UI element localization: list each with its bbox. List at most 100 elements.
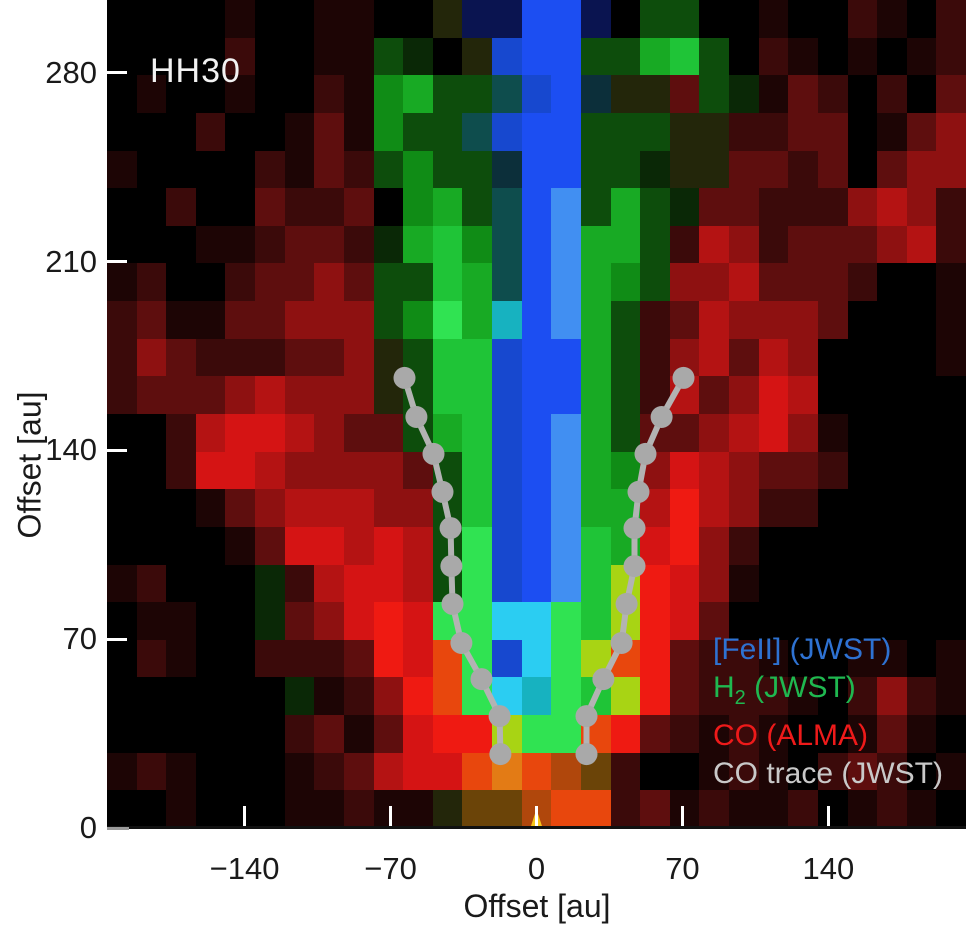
heatmap-cell [788, 790, 818, 828]
heatmap-cell [788, 263, 818, 302]
co-trace-point [470, 668, 493, 691]
heatmap-cell [492, 37, 522, 76]
heatmap-cell [669, 150, 700, 189]
heatmap-cell [136, 0, 167, 38]
heatmap-cell [640, 225, 670, 264]
heatmap-cell [314, 301, 344, 339]
heatmap-cell [255, 150, 285, 189]
y-tick-label: 0 [79, 810, 97, 845]
heatmap-cell [373, 37, 404, 76]
heatmap-cell [373, 639, 404, 678]
heatmap-cell [551, 752, 581, 791]
heatmap-cell [195, 188, 226, 226]
heatmap-cell [373, 564, 404, 603]
heatmap-cell [610, 263, 641, 302]
heatmap-cell [729, 225, 759, 264]
heatmap-cell [343, 526, 374, 565]
heatmap-cell [640, 112, 670, 151]
heatmap-cell [432, 263, 463, 302]
heatmap-cell [817, 0, 848, 38]
heatmap-cell [936, 225, 966, 264]
heatmap-cell [462, 338, 493, 377]
heatmap-cell [403, 677, 433, 716]
heatmap-cell [847, 338, 878, 377]
heatmap-cell [284, 0, 315, 38]
heatmap-cell [284, 37, 315, 76]
heatmap-cell [343, 564, 374, 603]
heatmap-cell [432, 225, 463, 264]
heatmap-cell [847, 225, 878, 264]
heatmap-cell [551, 150, 581, 189]
heatmap-cell [788, 451, 818, 490]
heatmap-cell [492, 451, 522, 490]
heatmap-cell [195, 75, 226, 113]
heatmap-cell [699, 338, 730, 377]
heatmap-cell [343, 37, 374, 76]
heatmap-cell [166, 677, 196, 716]
heatmap-cell [847, 414, 878, 452]
heatmap-cell [166, 150, 196, 189]
heatmap-cell [669, 602, 700, 640]
heatmap-cell [373, 414, 404, 452]
heatmap-cell [729, 451, 759, 490]
heatmap-cell [906, 301, 937, 339]
heatmap-cell [817, 376, 848, 414]
heatmap-cell [580, 0, 611, 38]
heatmap-cell [817, 75, 848, 113]
heatmap-cell [136, 301, 167, 339]
co-trace-point [650, 406, 673, 428]
co-trace-point [575, 743, 598, 766]
heatmap-cell [225, 150, 256, 189]
heatmap-cell [699, 602, 730, 640]
heatmap-cell [758, 37, 789, 76]
heatmap-cell [906, 150, 937, 189]
legend-entry: CO (ALMA) [713, 719, 869, 752]
co-trace-point [615, 592, 638, 615]
y-axis-label: Offset [au] [11, 391, 48, 539]
heatmap-cell [877, 0, 907, 38]
heatmap-cell [758, 564, 789, 603]
heatmap-cell [521, 338, 552, 377]
heatmap-cell [580, 451, 611, 490]
heatmap-cell [492, 188, 522, 226]
heatmap-cell [255, 75, 285, 113]
heatmap-cell [906, 715, 937, 753]
heatmap-cell [906, 263, 937, 302]
heatmap-cell [314, 526, 344, 565]
heatmap-cell [255, 489, 285, 527]
heatmap-cell [640, 564, 670, 603]
heatmap-cell [373, 790, 404, 828]
heatmap-cell [580, 188, 611, 226]
heatmap-cell [551, 677, 581, 716]
heatmap-cell [699, 112, 730, 151]
heatmap-cell [551, 639, 581, 678]
heatmap-cell [403, 489, 433, 527]
heatmap-cell [669, 225, 700, 264]
heatmap-cell [521, 526, 552, 565]
heatmap-cell [136, 376, 167, 414]
heatmap-cell [758, 376, 789, 414]
heatmap-cell [343, 602, 374, 640]
heatmap-cell [640, 75, 670, 113]
heatmap-cell [492, 602, 522, 640]
co-trace-point [488, 705, 511, 728]
heatmap-cell [699, 526, 730, 565]
heatmap-cell [521, 188, 552, 226]
heatmap-cell [373, 188, 404, 226]
heatmap-cell [373, 526, 404, 565]
heatmap-cell [640, 677, 670, 716]
heatmap-cell [699, 0, 730, 38]
heatmap-cell [788, 677, 818, 716]
heatmap-cell [551, 451, 581, 490]
co-trace-point [440, 555, 463, 578]
heatmap-cell [284, 301, 315, 339]
heatmap-cell [284, 338, 315, 377]
heatmap-cell [107, 602, 137, 640]
heatmap-cell [699, 451, 730, 490]
heatmap-cell [551, 188, 581, 226]
heatmap-cell [877, 376, 907, 414]
heatmap-cell [817, 150, 848, 189]
heatmap-cell [432, 790, 463, 828]
heatmap-cell [699, 376, 730, 414]
heatmap-cell [195, 225, 226, 264]
